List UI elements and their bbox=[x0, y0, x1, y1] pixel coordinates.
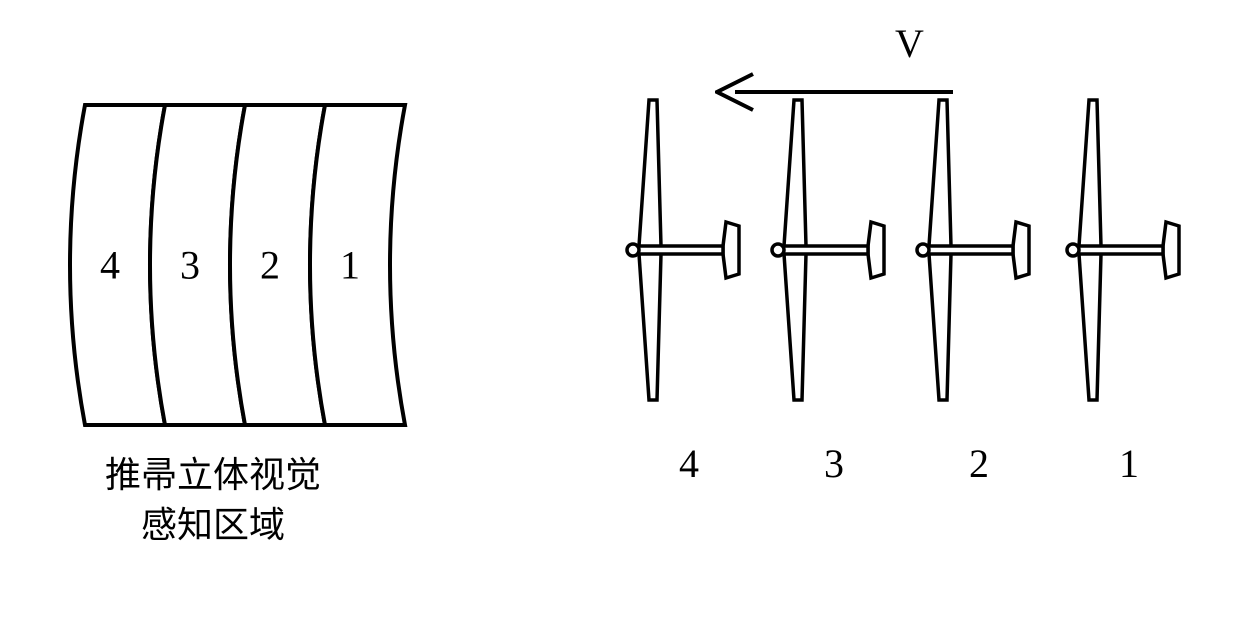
aircraft-tail bbox=[868, 222, 884, 278]
aircraft-label: 2 bbox=[915, 440, 1043, 487]
aircraft-tail bbox=[1163, 222, 1179, 278]
caption-line2: 感知区域 bbox=[105, 500, 321, 550]
aircraft-tail bbox=[723, 222, 739, 278]
aircraft: 2 bbox=[915, 95, 1043, 410]
aircraft: 3 bbox=[770, 95, 898, 410]
aircraft-label: 1 bbox=[1065, 440, 1193, 487]
stereo-slice-label: 2 bbox=[260, 243, 280, 288]
aircraft-label: 4 bbox=[625, 440, 753, 487]
aircraft: 1 bbox=[1065, 95, 1193, 410]
aircraft-fuselage bbox=[923, 246, 1013, 254]
aircraft-svg bbox=[915, 95, 1043, 405]
aircraft-fuselage bbox=[633, 246, 723, 254]
stereo-slice-label: 3 bbox=[180, 243, 200, 288]
aircraft-svg bbox=[770, 95, 898, 405]
caption-line1: 推帚立体视觉 bbox=[105, 450, 321, 500]
stereo-slices-svg: 4 3 2 1 bbox=[50, 100, 410, 430]
aircraft-fuselage bbox=[778, 246, 868, 254]
stereo-slice-label: 4 bbox=[100, 243, 120, 288]
aircraft-fuselage bbox=[1073, 246, 1163, 254]
stereo-region: 4 3 2 1 bbox=[50, 100, 410, 430]
aircraft-tail bbox=[1013, 222, 1029, 278]
aircraft-svg bbox=[1065, 95, 1193, 405]
aircraft: 4 bbox=[625, 95, 753, 410]
aircraft-svg bbox=[625, 95, 753, 405]
aircraft-label: 3 bbox=[770, 440, 898, 487]
caption: 推帚立体视觉 感知区域 bbox=[105, 450, 321, 551]
velocity-label: V bbox=[895, 20, 924, 67]
stereo-slice-label: 1 bbox=[340, 243, 360, 288]
